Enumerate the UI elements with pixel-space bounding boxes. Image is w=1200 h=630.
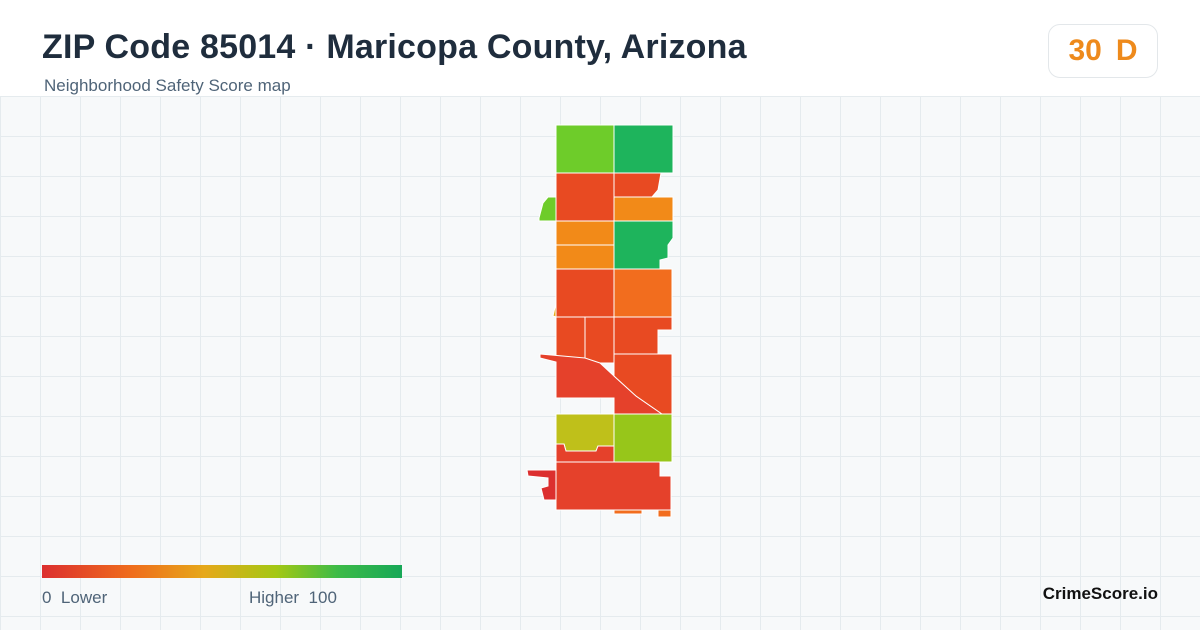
page-subtitle: Neighborhood Safety Score map — [44, 76, 291, 95]
map-region[interactable] — [555, 244, 615, 270]
map-region[interactable] — [555, 172, 615, 222]
legend-min-label: Lower — [60, 588, 108, 607]
score-badge: 30 D — [1048, 24, 1158, 78]
legend-max-value: 100 — [308, 588, 337, 607]
map-region[interactable] — [613, 124, 674, 174]
map-region[interactable] — [613, 172, 662, 198]
map-region[interactable] — [613, 196, 674, 222]
score-value: 30 — [1068, 34, 1102, 67]
header: ZIP Code 85014 · Maricopa County, Arizon… — [0, 0, 1200, 96]
map-region[interactable] — [555, 268, 615, 318]
map-region[interactable] — [526, 469, 557, 501]
map-region[interactable] — [538, 196, 557, 222]
map-region[interactable] — [613, 316, 673, 355]
legend-gradient-bar — [42, 565, 402, 578]
legend-low-label: 0 Lower — [42, 588, 107, 608]
map-region[interactable] — [613, 220, 674, 270]
legend-min-value: 0 — [42, 588, 52, 607]
page-title: ZIP Code 85014 · Maricopa County, Arizon… — [42, 28, 747, 66]
map-region[interactable] — [555, 124, 615, 174]
map-region[interactable] — [584, 316, 615, 364]
map-region[interactable] — [613, 509, 643, 515]
map-region[interactable] — [555, 220, 615, 246]
map-region[interactable] — [613, 268, 673, 318]
score-grade: D — [1115, 34, 1138, 67]
legend-high-label: Higher 100 — [249, 588, 337, 608]
map-region[interactable] — [552, 302, 557, 318]
map-region[interactable] — [657, 509, 672, 518]
brand-link[interactable]: CrimeScore.io — [1042, 584, 1158, 603]
legend-max-label: Higher — [249, 588, 300, 607]
map-region[interactable] — [613, 413, 673, 463]
map-region[interactable] — [555, 461, 672, 511]
